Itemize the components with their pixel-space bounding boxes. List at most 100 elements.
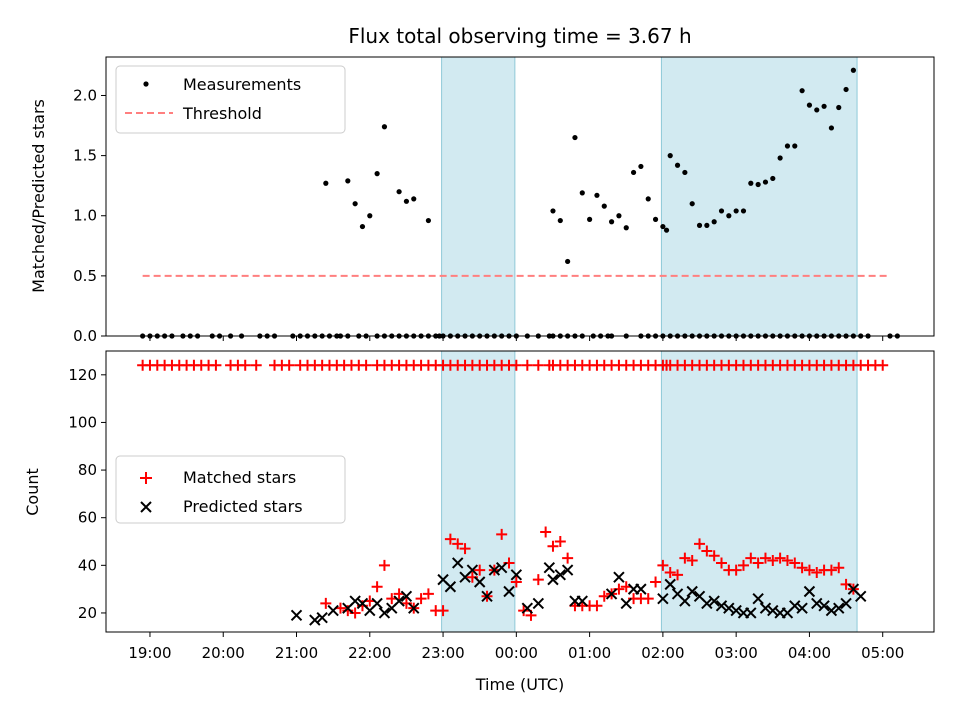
predicted-stars-point [371, 597, 383, 610]
matched-stars-point [796, 562, 808, 574]
bottom-panel-shaded-intervals [441, 350, 858, 633]
y-tick-label: 2.0 [73, 86, 97, 104]
predicted-stars-point [408, 602, 420, 614]
measurements-point [770, 175, 776, 182]
predicted-stars-point [393, 595, 405, 607]
matched-stars-point [239, 359, 251, 371]
predicted-stars-point [503, 585, 515, 598]
measurements-point [726, 213, 732, 219]
predicted-stars-point [576, 595, 588, 607]
predicted-stars-point [811, 597, 823, 610]
matched-stars-point [554, 536, 566, 548]
measurements-point [601, 203, 607, 209]
measurements-point [821, 103, 827, 109]
measurements-point [814, 107, 820, 113]
matched-stars-point [759, 552, 771, 564]
predicted-stars-point [657, 592, 669, 605]
x-tick-label: 21:00 [275, 644, 318, 662]
predicted-stars-point [745, 607, 757, 619]
measurements-point [359, 223, 366, 230]
matched-stars-point [833, 562, 845, 574]
top-panel-frame [105, 56, 935, 337]
matched-stars-point [789, 557, 801, 569]
matched-stars-point [360, 359, 372, 371]
legend-matched-label: Matched stars [183, 468, 296, 487]
matched-stars-point [452, 538, 464, 550]
matched-stars-point [532, 574, 544, 586]
matched-stars-point [708, 550, 720, 562]
measurements-point [550, 208, 556, 214]
measurements-point [630, 169, 637, 176]
matched-stars-point [521, 359, 533, 371]
predicted-stars-point [767, 604, 779, 617]
matched-stars-point [562, 552, 574, 564]
measurements-point [733, 208, 739, 214]
matched-stars-point [877, 359, 889, 371]
predicted-stars-point [730, 604, 742, 617]
measurements-point [396, 189, 402, 195]
predicted-stars-point [349, 595, 361, 607]
predicted-stars-point [309, 614, 321, 626]
matched-stars-point [657, 559, 669, 571]
y-tick-label: 40 [78, 556, 97, 574]
predicted-stars-point [613, 571, 625, 583]
predicted-stars-point [723, 602, 735, 614]
bottom-legend-box [115, 455, 346, 524]
matched-stars-point [250, 359, 262, 371]
matched-stars-point [320, 597, 332, 609]
matched-stars-point [781, 555, 793, 567]
y-tick-label: 100 [68, 413, 97, 431]
predicted-stars-point [481, 590, 493, 602]
matched-stars-point [642, 593, 654, 605]
measurements-point [711, 219, 717, 225]
matched-stars-point [415, 593, 427, 605]
measurements-point [374, 171, 380, 177]
x-tick-label: 05:00 [861, 644, 904, 662]
measurements-point [594, 192, 600, 198]
predicted-stars-point [818, 600, 830, 612]
matched-stars-point [811, 566, 823, 578]
predicted-stars-point [521, 602, 534, 614]
matched-stars-point [752, 557, 764, 569]
predicted-stars-point [444, 581, 457, 593]
measurements-point [608, 219, 615, 225]
measurements-point [623, 225, 629, 231]
measurements-point [663, 227, 670, 233]
predicted-stars-point [554, 569, 567, 581]
legend-measurements-label: Measurements [183, 75, 301, 94]
matched-stars-point [803, 564, 815, 576]
matched-stars-point [444, 533, 456, 545]
measurements-point [587, 216, 593, 222]
measurements-point [784, 143, 791, 149]
bottom-panel-y-ticks: 20 40 60 80 100 120 [68, 366, 106, 622]
measurements-point [689, 201, 695, 207]
matched-stars-point [745, 552, 757, 564]
measurements-point [799, 88, 805, 94]
matched-stars-point [664, 566, 676, 578]
measurements-point [557, 217, 563, 224]
predicted-stars-point [855, 590, 867, 602]
y-tick-label: 1.5 [73, 147, 97, 165]
matched-stars-point [510, 359, 522, 371]
predicted-stars-point [825, 604, 838, 617]
predicted-stars-point [701, 597, 713, 610]
predicted-stars-point [561, 564, 574, 576]
y-tick-label: 120 [68, 366, 97, 384]
x-tick-label: 04:00 [788, 644, 831, 662]
matched-stars-point [540, 526, 552, 538]
matched-stars-point [767, 555, 779, 567]
measurements-point [674, 162, 681, 168]
matched-stars-point [547, 540, 559, 552]
matched-stars-point [774, 552, 786, 564]
predicted-stars-point [327, 604, 339, 617]
predicted-stars-point [752, 592, 764, 605]
measurements-point [660, 223, 666, 230]
x-tick-label: 20:00 [202, 644, 245, 662]
predicted-stars-point [789, 600, 801, 612]
measurements-point [696, 222, 703, 228]
predicted-stars-point [620, 597, 632, 610]
measurements-point [579, 190, 585, 196]
predicted-stars-point [664, 578, 676, 591]
top-panel-y-axis-label: Matched/Predicted stars [29, 99, 48, 293]
